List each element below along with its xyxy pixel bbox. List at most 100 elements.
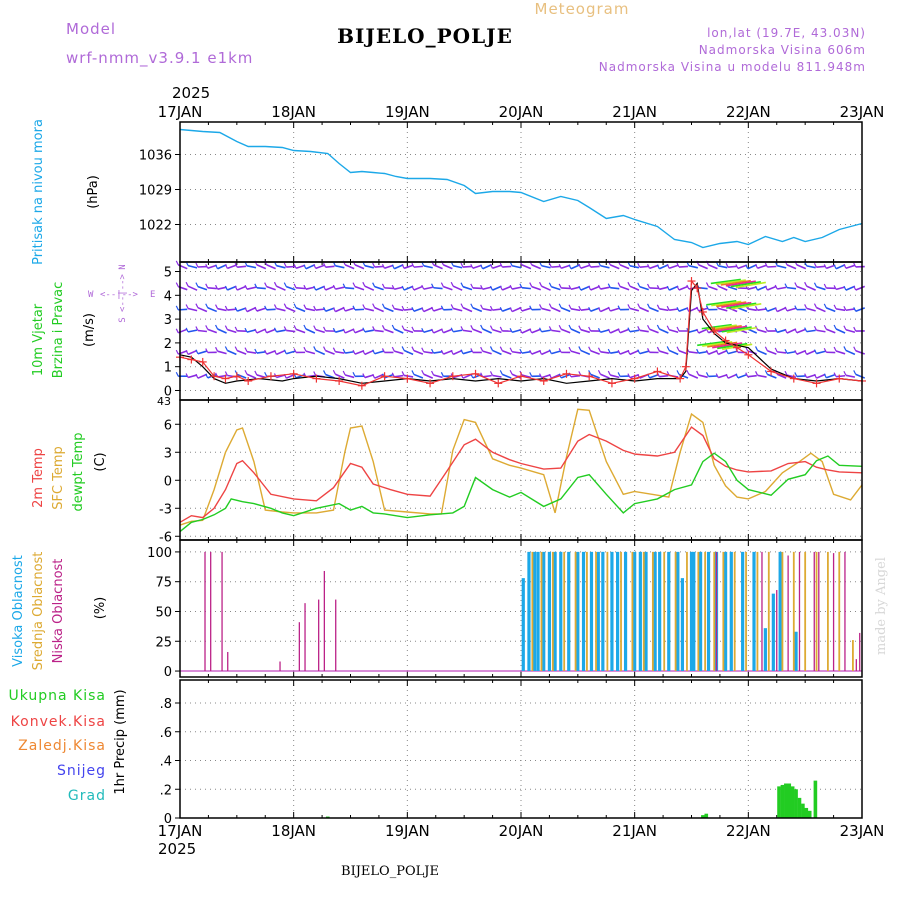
- wind-barb: [639, 306, 650, 313]
- wind-barb: [629, 265, 640, 269]
- wind-barb-flag: [843, 346, 847, 351]
- wind-barb: [413, 285, 424, 291]
- wind-barb: [610, 307, 620, 312]
- wind-barb: [590, 285, 600, 291]
- wind-barb: [619, 264, 630, 270]
- wind-barb-flag: [676, 285, 680, 291]
- model-altitude-text: Nadmorska Visina u modelu 811.948m: [599, 60, 866, 74]
- wind-barb-flag: [273, 304, 277, 309]
- wind-barb: [580, 264, 591, 270]
- wind-barb-flag: [725, 373, 729, 379]
- wind-barb: [777, 351, 787, 354]
- wind-barb-flag: [715, 373, 719, 378]
- wind-barb-flag: [224, 371, 228, 376]
- wind-barb: [413, 373, 424, 379]
- wind-barb: [610, 286, 620, 290]
- wind-barb-flag: [607, 370, 611, 376]
- wind-barb: [276, 285, 286, 291]
- wind-barb: [855, 285, 866, 291]
- wind-barb: [825, 328, 836, 334]
- wind-barb: [698, 328, 708, 334]
- wind-barb: [531, 285, 541, 291]
- wind-barb-flag: [431, 328, 435, 334]
- wind-barb: [197, 373, 208, 379]
- wind-barb: [551, 265, 561, 268]
- wind-barb-flag: [558, 325, 562, 330]
- wind-barb-flag: [313, 285, 317, 291]
- wind-barb: [767, 307, 777, 313]
- wind-barb-flag: [332, 284, 336, 290]
- wind-barb-flag: [725, 349, 729, 354]
- wind-barb-flag: [676, 262, 680, 268]
- wind-barb: [394, 374, 404, 378]
- wind-barb: [786, 264, 797, 270]
- wind-barb-flag: [617, 372, 621, 377]
- wind-barb-flag: [804, 304, 808, 309]
- wind-barb-flag: [539, 373, 543, 378]
- wind-barb-flag: [853, 346, 857, 352]
- wind-barb: [413, 307, 424, 312]
- temp-dewpt-label: dewpt Temp: [71, 432, 86, 511]
- wind-barb: [345, 350, 355, 354]
- wind-barb-strong: [697, 340, 728, 347]
- wind-barb: [187, 374, 198, 379]
- wind-barb: [767, 285, 777, 291]
- wind-barb-flag: [489, 371, 493, 376]
- wind-barb-flag: [617, 349, 621, 355]
- wind-barb-flag: [440, 305, 444, 311]
- model-name: wrf-nmm_v3.9.1 e1km: [66, 49, 253, 68]
- model-label: Model: [66, 20, 116, 38]
- wind-barb: [776, 264, 787, 269]
- wind-barb-flag: [529, 372, 533, 377]
- wind-barb-flag: [607, 283, 611, 288]
- wind-barb-flag: [794, 372, 798, 377]
- wind-barb: [227, 349, 237, 356]
- wind-barb-flag: [362, 304, 366, 309]
- wind-barb: [295, 328, 306, 334]
- wind-barb-flag: [705, 349, 709, 355]
- wind-barb: [246, 306, 257, 313]
- wind-barb-flag: [548, 303, 552, 308]
- wind-barb: [217, 350, 227, 355]
- wind-barb-flag: [175, 371, 179, 377]
- wind-barb: [590, 265, 600, 268]
- wind-barb: [649, 328, 659, 334]
- wind-barb-flag: [705, 282, 709, 287]
- y-tick-label: 0: [164, 384, 172, 399]
- wind-barb-flag: [833, 372, 837, 377]
- wind-barb: [404, 308, 414, 311]
- wind-barb-flag: [568, 324, 572, 330]
- wind-barb: [835, 328, 846, 334]
- wind-barb-flag: [529, 305, 533, 311]
- wind-barb: [717, 349, 728, 356]
- wind-barb-flag: [843, 325, 847, 331]
- wind-barb-flag: [332, 327, 336, 333]
- wind-barb-flag: [195, 262, 199, 268]
- dewpt-line: [179, 452, 863, 533]
- wind-barb: [541, 285, 551, 291]
- wind-barb: [492, 308, 502, 311]
- wind-barb-flag: [568, 285, 572, 290]
- wind-barb-flag: [509, 369, 513, 375]
- wind-barb: [521, 328, 532, 334]
- precip-bar: [801, 803, 805, 818]
- wind-barb: [541, 349, 551, 356]
- wind-barb: [816, 350, 826, 355]
- wind-barb-flag: [185, 373, 189, 378]
- wind-barb: [855, 373, 866, 379]
- wind-barb-strong: [702, 341, 733, 347]
- wind-barb-flag: [548, 349, 552, 354]
- wind-barb: [639, 329, 649, 333]
- wind-barb: [570, 286, 581, 291]
- wind-barb-flag: [794, 305, 798, 310]
- wind-barb: [786, 307, 797, 312]
- time-tick-top: 19JAN: [385, 103, 430, 121]
- wind-barb-flag: [539, 304, 543, 309]
- wind-barb: [806, 307, 816, 312]
- wind-barb-flag: [293, 303, 297, 309]
- wind-barb-flag: [283, 282, 287, 287]
- wind-barb: [433, 350, 443, 354]
- wind-barb: [246, 350, 257, 354]
- wind-barb-flag: [480, 304, 484, 310]
- wind-barb-flag: [460, 326, 464, 331]
